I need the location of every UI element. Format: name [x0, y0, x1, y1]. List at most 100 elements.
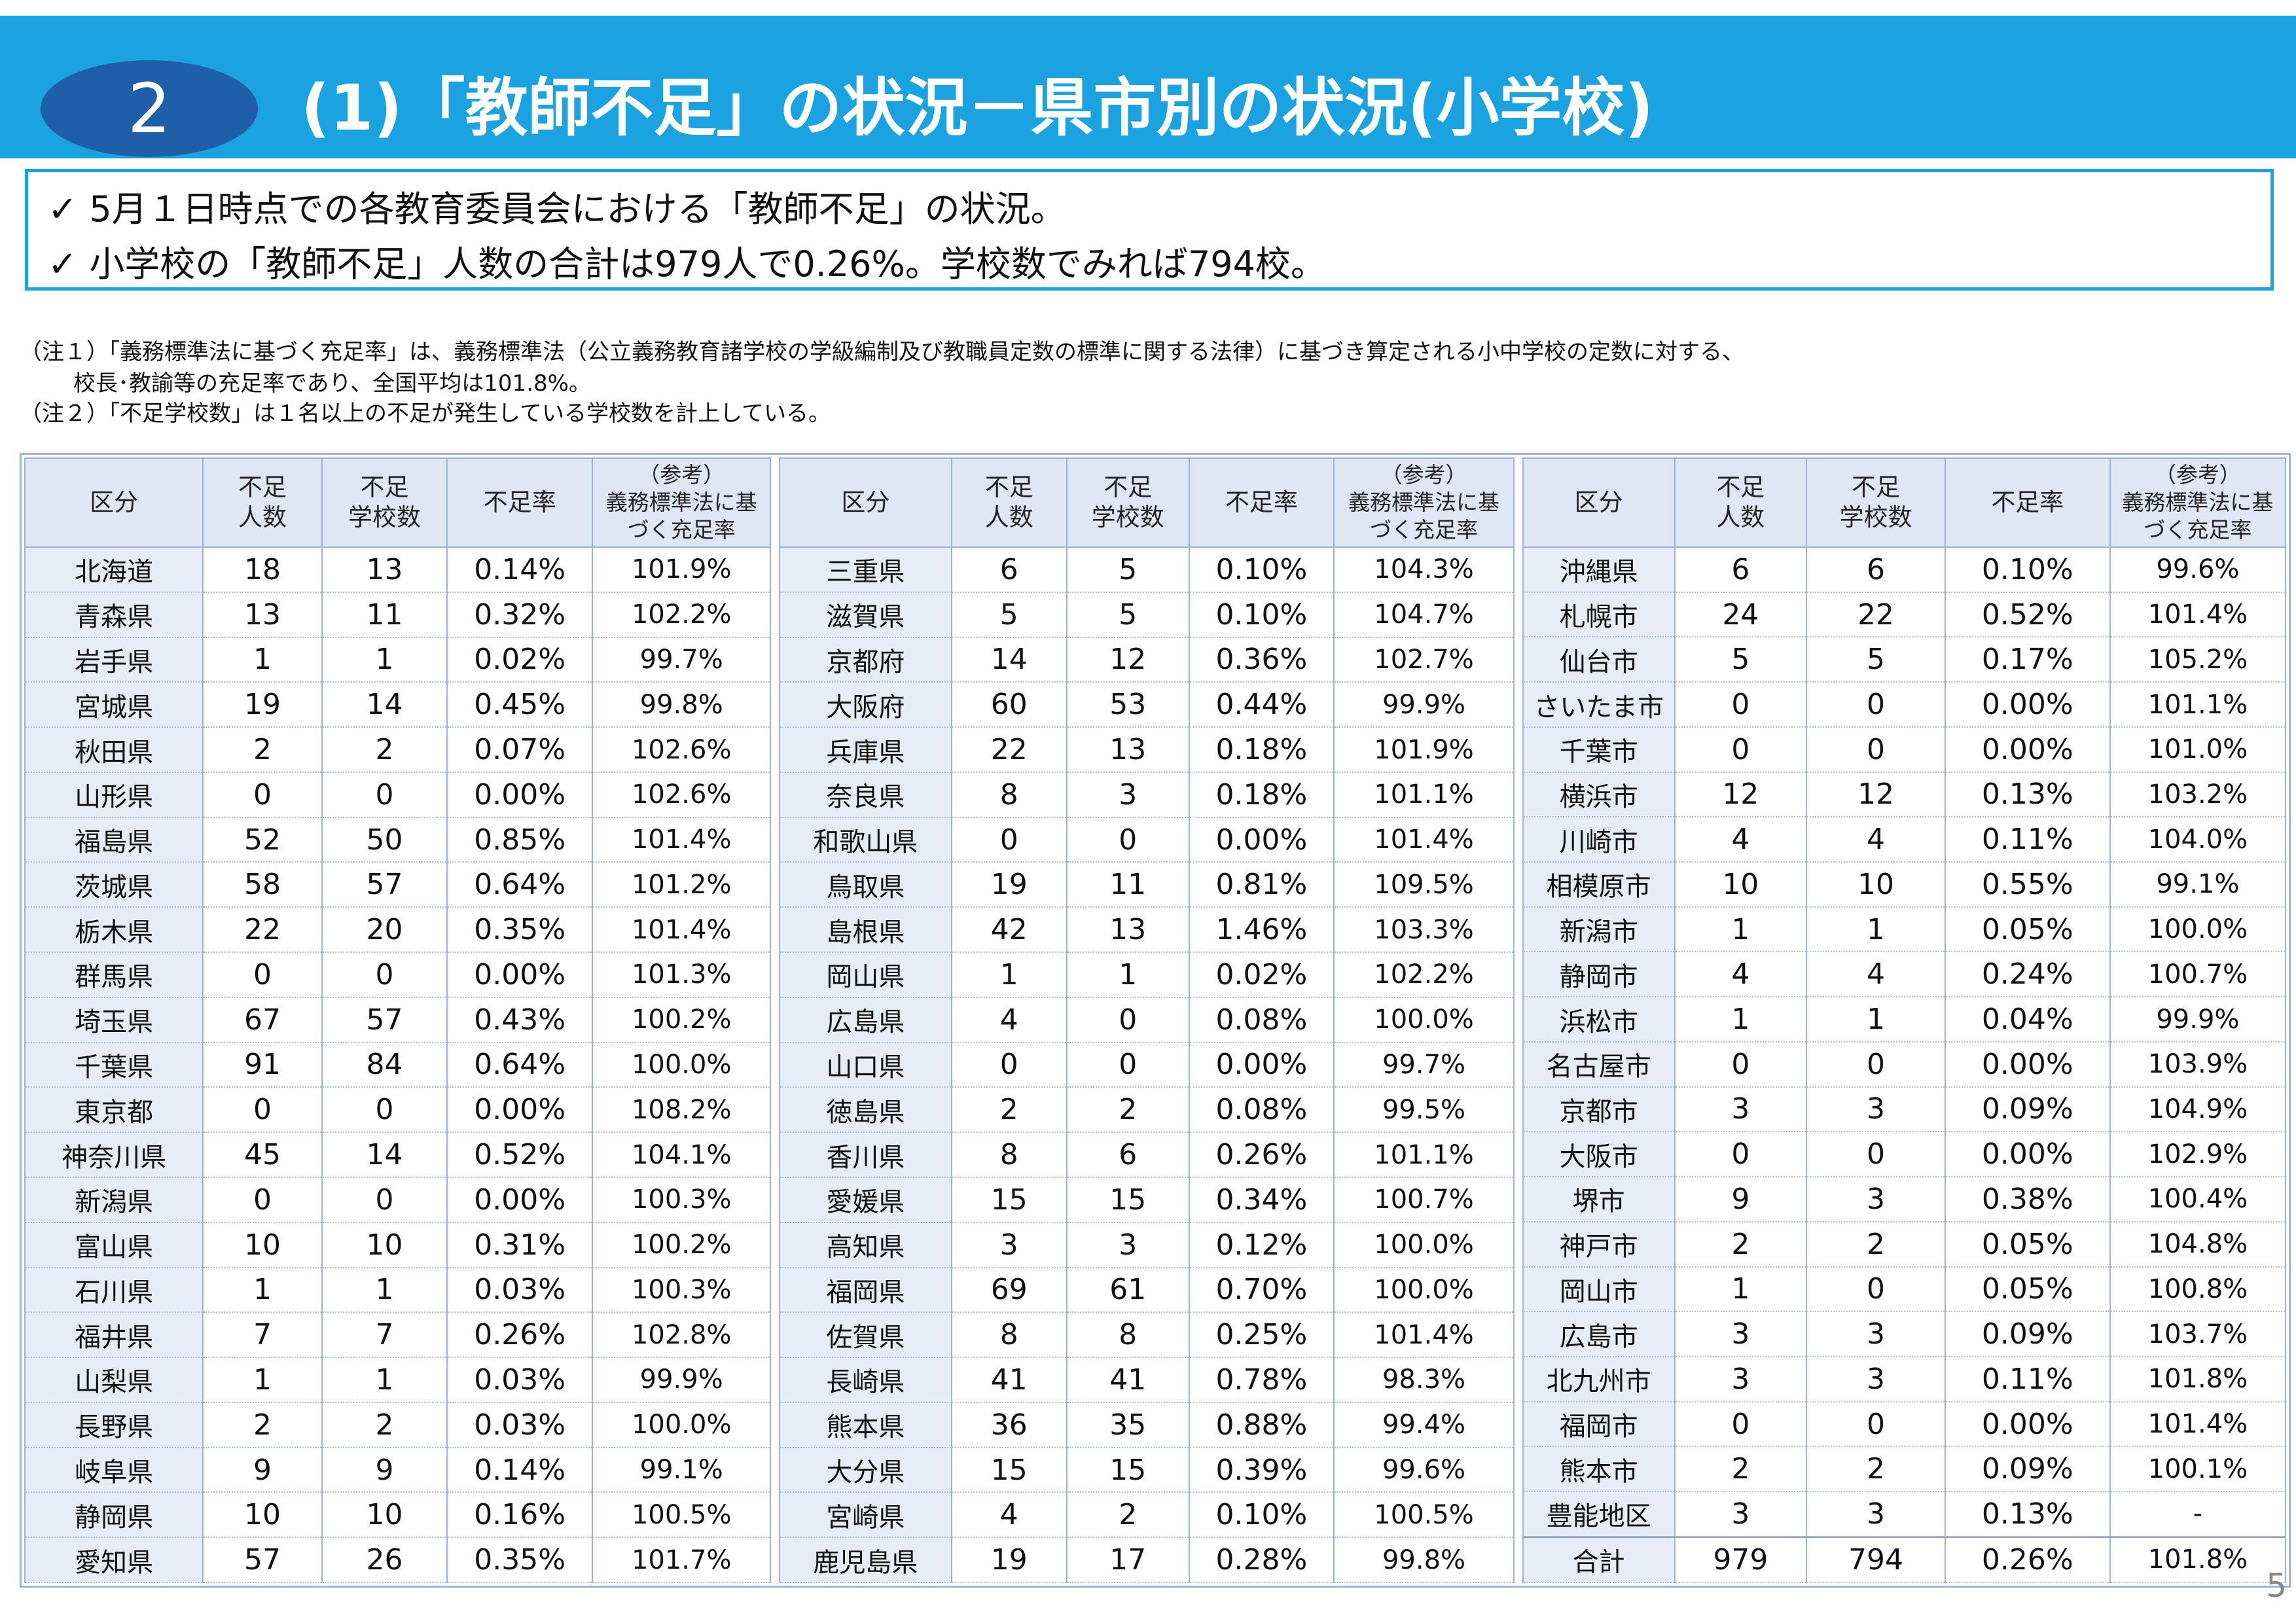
shortage-people-cell: 1: [950, 952, 1067, 998]
shortage-schools-cell: 2: [1066, 1087, 1190, 1133]
reference-rate-cell: 98.3%: [1333, 1357, 1515, 1403]
shortage-schools-cell: 0: [1806, 1401, 1946, 1448]
shortage-schools-cell: 0: [1806, 1266, 1946, 1313]
shortage-people-cell: 5: [1674, 637, 1808, 683]
table-row: 奈良県 8 3 0.18% 101.1%: [779, 772, 1515, 818]
table-row: 新潟市 1 1 0.05% 100.0%: [1522, 906, 2286, 953]
table-row: 名古屋市 0 0 0.00% 103.9%: [1522, 1041, 2286, 1088]
region-name: 栃木県: [24, 907, 204, 954]
shortage-schools-cell: 0: [321, 1087, 448, 1133]
shortage-rate-cell: 0.12%: [1188, 1222, 1335, 1268]
shortage-schools-cell: 1: [321, 1267, 448, 1313]
header-shortage-rate: 不足率: [446, 457, 594, 548]
table-row: 札幌市 24 22 0.52% 101.4%: [1522, 592, 2286, 638]
shortage-rate-cell: 0.04%: [1944, 997, 2111, 1043]
header-category: 区分: [779, 457, 952, 548]
shortage-schools-cell: 17: [1066, 1537, 1190, 1583]
shortage-rate-cell: 0.39%: [1188, 1447, 1335, 1493]
shortage-people-cell: 57: [202, 1537, 323, 1583]
table-row: 川崎市 4 4 0.11% 104.0%: [1522, 817, 2286, 863]
shortage-schools-cell: 8: [1066, 1312, 1190, 1359]
summary-text-1: 5月１日時点での各教育委員会における「教師不足」の状況。: [89, 188, 1066, 230]
shortage-rate-cell: 0.88%: [1188, 1402, 1335, 1448]
shortage-people-cell: 7: [202, 1312, 323, 1359]
region-name: さいたま市: [1522, 682, 1676, 728]
shortage-schools-cell: 1: [1066, 952, 1190, 998]
shortage-schools-cell: 53: [1066, 682, 1190, 728]
table-row: 千葉市 0 0 0.00% 101.0%: [1522, 726, 2286, 773]
reference-rate-cell: 99.4%: [1333, 1402, 1515, 1448]
note-1: （注１）「義務標準法に基づく充足率」は、義務標準法（公立義務教育諸学校の学級編制…: [20, 339, 1744, 365]
table-block-2: 区分 不足 人数 不足 学校数 不足率 （参考） 義務標準法に基 づく充足率 三重県 6 5 0.10%…: [779, 457, 1515, 1583]
region-name: 札幌市: [1522, 592, 1676, 638]
reference-rate-cell: 102.9%: [2109, 1132, 2286, 1178]
header-shortage-people-line: 不足: [238, 473, 287, 501]
shortage-people-cell: 19: [950, 862, 1067, 908]
reference-rate-cell: 103.7%: [2109, 1311, 2286, 1357]
region-name: 浜松市: [1522, 997, 1676, 1043]
reference-rate-cell: 104.3%: [1333, 547, 1515, 593]
shortage-rate-cell: 0.26%: [1944, 1535, 2111, 1583]
region-name: 福井県: [24, 1312, 204, 1359]
shortage-people-cell: 9: [202, 1447, 323, 1493]
shortage-schools-cell: 1: [321, 637, 448, 683]
shortage-people-cell: 3: [1674, 1491, 1808, 1538]
reference-rate-cell: 101.4%: [592, 817, 772, 863]
table-row: 豊能地区 3 3 0.13% -: [1522, 1491, 2286, 1538]
shortage-people-cell: 67: [202, 997, 323, 1043]
table-row: 福島県 52 50 0.85% 101.4%: [24, 817, 772, 863]
table-row: 埼玉県 67 57 0.43% 100.2%: [24, 997, 772, 1043]
header-reference-rate: （参考） 義務標準法に基 づく充足率: [1333, 457, 1515, 548]
shortage-schools-cell: 2: [321, 1402, 448, 1448]
region-name: 大阪府: [779, 682, 952, 728]
reference-rate-cell: 99.8%: [1333, 1537, 1515, 1583]
reference-rate-cell: 100.0%: [1333, 1267, 1515, 1313]
shortage-rate-cell: 0.05%: [1944, 1221, 2111, 1268]
shortage-people-cell: 5: [950, 592, 1067, 638]
shortage-people-cell: 12: [1674, 772, 1808, 818]
shortage-schools-cell: 0: [1066, 997, 1190, 1043]
reference-rate-cell: 102.7%: [1333, 637, 1515, 683]
shortage-people-cell: 69: [950, 1267, 1067, 1313]
region-name: 宮崎県: [779, 1492, 952, 1539]
region-name: 島根県: [779, 907, 952, 954]
shortage-schools-cell: 15: [1066, 1177, 1190, 1223]
shortage-people-cell: 22: [950, 727, 1067, 773]
shortage-rate-cell: 0.25%: [1188, 1312, 1335, 1359]
shortage-rate-cell: 0.00%: [446, 1177, 594, 1223]
shortage-schools-cell: 7: [321, 1312, 448, 1359]
reference-rate-cell: 101.8%: [2109, 1535, 2286, 1583]
table-row: 福岡県 69 61 0.70% 100.0%: [779, 1267, 1515, 1313]
shortage-schools-cell: 1: [1806, 906, 1946, 953]
table-row: 沖縄県 6 6 0.10% 99.6%: [1522, 547, 2286, 593]
header-shortage-schools-line: 不足: [1103, 473, 1153, 501]
shortage-rate-cell: 0.10%: [1944, 547, 2111, 593]
shortage-schools-cell: 11: [1066, 862, 1190, 908]
reference-rate-cell: 103.9%: [2109, 1041, 2286, 1088]
table-row: 岐阜県 9 9 0.14% 99.1%: [24, 1447, 772, 1493]
shortage-rate-cell: 0.09%: [1944, 1446, 2111, 1493]
table-row: 神奈川県 45 14 0.52% 104.1%: [24, 1132, 772, 1178]
shortage-rate-cell: 0.03%: [446, 1357, 594, 1403]
region-name: 大分県: [779, 1447, 952, 1493]
reference-rate-cell: 100.1%: [2109, 1446, 2286, 1493]
table-row: 富山県 10 10 0.31% 100.2%: [24, 1222, 772, 1268]
shortage-schools-cell: 12: [1806, 772, 1946, 818]
reference-rate-cell: 104.9%: [2109, 1086, 2286, 1133]
shortage-people-cell: 4: [1674, 817, 1808, 863]
region-name: 横浜市: [1522, 772, 1676, 818]
shortage-people-cell: 1: [1674, 997, 1808, 1043]
table-row: 和歌山県 0 0 0.00% 101.4%: [779, 817, 1515, 863]
shortage-rate-cell: 0.14%: [446, 547, 594, 593]
shortage-people-cell: 0: [202, 1177, 323, 1223]
header-category-line: 区分: [841, 488, 890, 516]
reference-rate-cell: 100.0%: [592, 1402, 772, 1448]
table-row: 合計 979 794 0.26% 101.8%: [1522, 1535, 2286, 1583]
header-reference-rate-line: （参考）: [1380, 462, 1467, 488]
header-shortage-schools-line: 不足: [360, 473, 409, 501]
shortage-schools-cell: 12: [1066, 637, 1190, 683]
shortage-schools-cell: 0: [1066, 817, 1190, 863]
shortage-schools-cell: 0: [1066, 1042, 1190, 1088]
region-name: 埼玉県: [24, 997, 204, 1043]
header-shortage-rate-line: 不足率: [1991, 488, 2064, 516]
